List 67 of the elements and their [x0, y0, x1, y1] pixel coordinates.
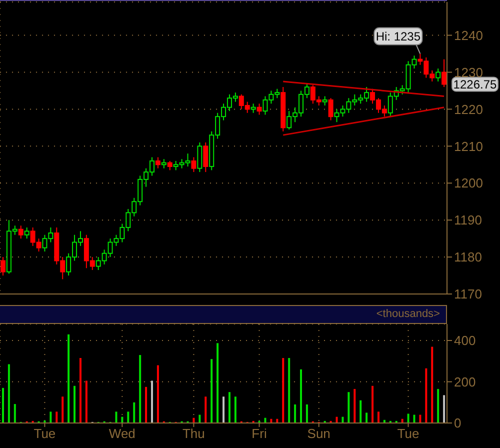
candlestick — [280, 86, 286, 132]
x-tick-label: Wed — [108, 426, 136, 442]
bar — [228, 392, 230, 423]
x-tick-label: Thu — [182, 426, 205, 442]
x-tick-label: Fri — [252, 426, 267, 442]
text: 1226.75 — [453, 78, 498, 92]
bar — [2, 388, 4, 423]
y-tick-label: 1210 — [454, 138, 483, 154]
y-tick-label: 1220 — [454, 102, 483, 117]
bar — [62, 396, 64, 423]
candlestick — [161, 158, 166, 169]
y-tick-label: 1190 — [454, 212, 482, 228]
bar — [360, 400, 362, 423]
bar — [198, 414, 201, 423]
bar — [407, 414, 410, 423]
bar — [443, 395, 446, 423]
y-tick-label: 1200 — [454, 176, 483, 191]
candlestick — [442, 58, 447, 88]
bar — [372, 386, 374, 423]
bar — [14, 404, 16, 423]
annotation: Hi: 1235 — [376, 30, 421, 44]
bar — [300, 369, 302, 423]
bar — [222, 396, 225, 423]
bar — [127, 412, 130, 423]
bar — [210, 359, 213, 423]
bar — [68, 334, 70, 423]
bar — [288, 358, 290, 423]
bar — [216, 343, 219, 423]
bar — [413, 414, 416, 423]
y-tick-label: 1230 — [454, 64, 483, 80]
y-tick-label: 200 — [454, 374, 476, 390]
bar — [306, 404, 308, 423]
bar — [74, 386, 76, 423]
bar — [139, 354, 142, 423]
x-tick-label: Tue — [397, 426, 420, 442]
bar — [354, 388, 356, 423]
bar — [419, 414, 422, 423]
bar — [145, 386, 148, 423]
y-tick-label: 1240 — [454, 28, 483, 43]
bar — [133, 402, 136, 423]
bar — [348, 392, 350, 423]
y-tick-label: 1170 — [454, 286, 482, 302]
bar — [50, 412, 52, 423]
bar — [366, 412, 368, 423]
bar — [377, 412, 380, 423]
candlestick — [155, 156, 160, 169]
bar — [156, 365, 159, 423]
bar — [431, 346, 434, 423]
bar — [204, 396, 207, 423]
bar — [425, 368, 428, 423]
y-axis-title: <thousands> — [376, 308, 440, 320]
bar — [437, 388, 440, 423]
candlestick — [250, 103, 256, 114]
bar — [56, 412, 58, 423]
bar — [79, 358, 82, 423]
bar — [294, 404, 296, 423]
bar — [151, 380, 153, 423]
y-tick-label: 1180 — [454, 250, 482, 265]
x-tick-label: Tue — [34, 426, 56, 442]
bar — [115, 412, 118, 423]
bar — [8, 364, 10, 423]
bar — [282, 358, 284, 423]
y-tick-label: 0 — [454, 416, 462, 431]
y-tick-label: 400 — [454, 333, 476, 348]
bar — [85, 380, 88, 423]
x-tick-label: Sun — [307, 426, 330, 442]
bar — [234, 396, 236, 423]
